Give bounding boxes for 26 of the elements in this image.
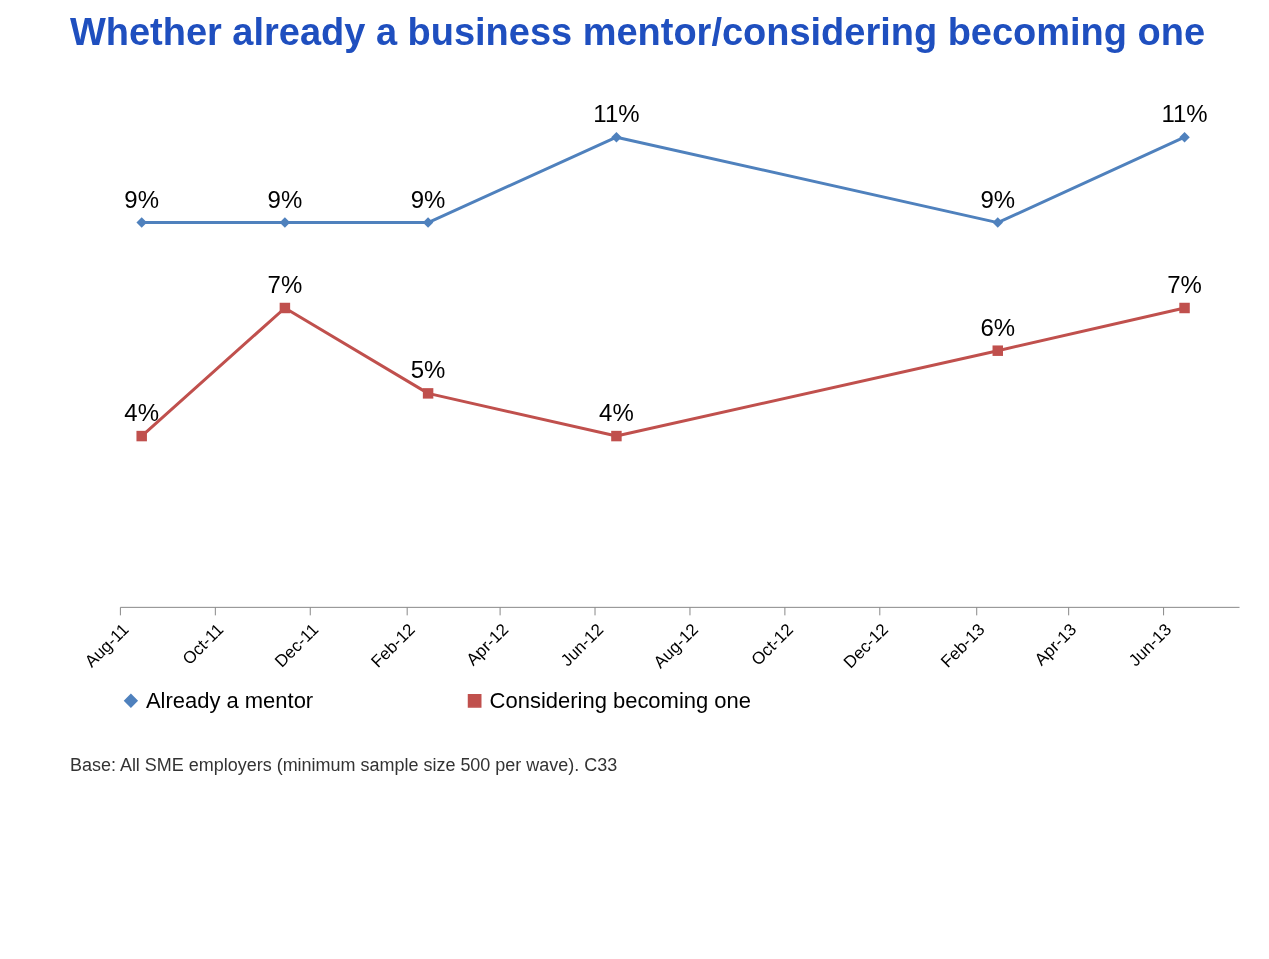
chart-title: Whether already a business mentor/considering becoming one [69, 11, 1206, 54]
data-label: 9% [410, 185, 446, 213]
point [1179, 302, 1190, 314]
data-label: 7% [267, 271, 303, 299]
data-label: 6% [980, 313, 1016, 341]
point [136, 217, 147, 228]
data-label: 9% [267, 185, 303, 213]
point [1179, 131, 1190, 143]
point [611, 430, 622, 442]
data-label: 4% [124, 399, 160, 427]
text: Base: All SME employers (minimum sample size 500 per wave). C33 [69, 754, 618, 775]
data-label: 11% [1161, 100, 1208, 128]
point [611, 131, 622, 143]
data-label: 11% [593, 100, 640, 128]
legend-label: Considering becoming one [489, 687, 751, 713]
data-label: 9% [980, 185, 1016, 213]
data-label: 4% [599, 399, 634, 427]
point [992, 217, 1004, 228]
point [136, 430, 147, 442]
data-label: 5% [410, 356, 446, 384]
data-label: 7% [1167, 271, 1202, 299]
point [422, 388, 434, 399]
legend-label: Already a mentor [145, 687, 314, 713]
point [992, 345, 1004, 356]
point [279, 302, 291, 314]
data-label: 9% [124, 185, 160, 213]
